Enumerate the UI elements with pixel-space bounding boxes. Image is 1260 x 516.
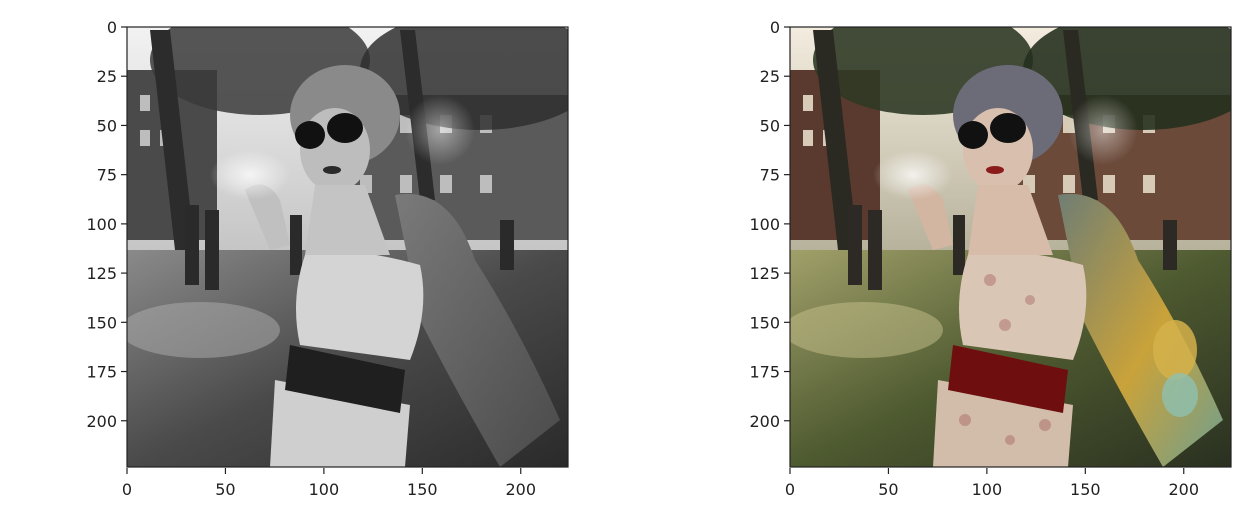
y-tick-label: 125 [86,264,117,283]
y-tick-label: 175 [749,363,780,382]
y-tick-label: 100 [86,215,117,234]
colorized-panel: 0 25 50 75 100 125 150 175 200 0 50 100 150 200 [749,18,1232,499]
y-tick-label: 125 [749,264,780,283]
y-tick-label: 75 [760,166,780,185]
y-tick-label: 200 [86,412,117,431]
x-tick-label: 150 [407,480,438,499]
x-tick-label: 200 [1168,480,1199,499]
axes-frame [126,26,569,468]
y-tick-label: 175 [86,363,117,382]
y-tick-label: 50 [760,116,780,135]
y-tick-label: 50 [97,116,117,135]
y-tick-label: 200 [749,412,780,431]
x-tick-label: 100 [309,480,340,499]
y-tick-label: 25 [760,67,780,86]
y-tick-label: 150 [86,313,117,332]
grayscale-photo [127,27,568,467]
y-tick-label: 0 [770,18,780,37]
y-tick-label: 75 [97,166,117,185]
x-tick-label: 100 [972,480,1003,499]
y-axis: 0 25 50 75 100 125 150 175 200 [86,18,127,431]
y-tick-label: 100 [749,215,780,234]
y-tick-label: 0 [107,18,117,37]
axes-frame [789,26,1232,468]
x-tick-label: 150 [1070,480,1101,499]
x-axis: 0 50 100 150 200 [122,468,536,499]
grayscale-panel: 0 25 50 75 100 125 150 175 200 0 50 100 150 200 [86,18,569,499]
colorized-photo [790,27,1231,467]
x-tick-label: 50 [215,480,235,499]
y-tick-label: 150 [749,313,780,332]
y-axis: 0 25 50 75 100 125 150 175 200 [749,18,790,431]
y-tick-label: 25 [97,67,117,86]
x-tick-label: 200 [505,480,536,499]
x-axis: 0 50 100 150 200 [785,468,1199,499]
x-tick-label: 0 [785,480,795,499]
x-tick-label: 50 [878,480,898,499]
x-tick-label: 0 [122,480,132,499]
